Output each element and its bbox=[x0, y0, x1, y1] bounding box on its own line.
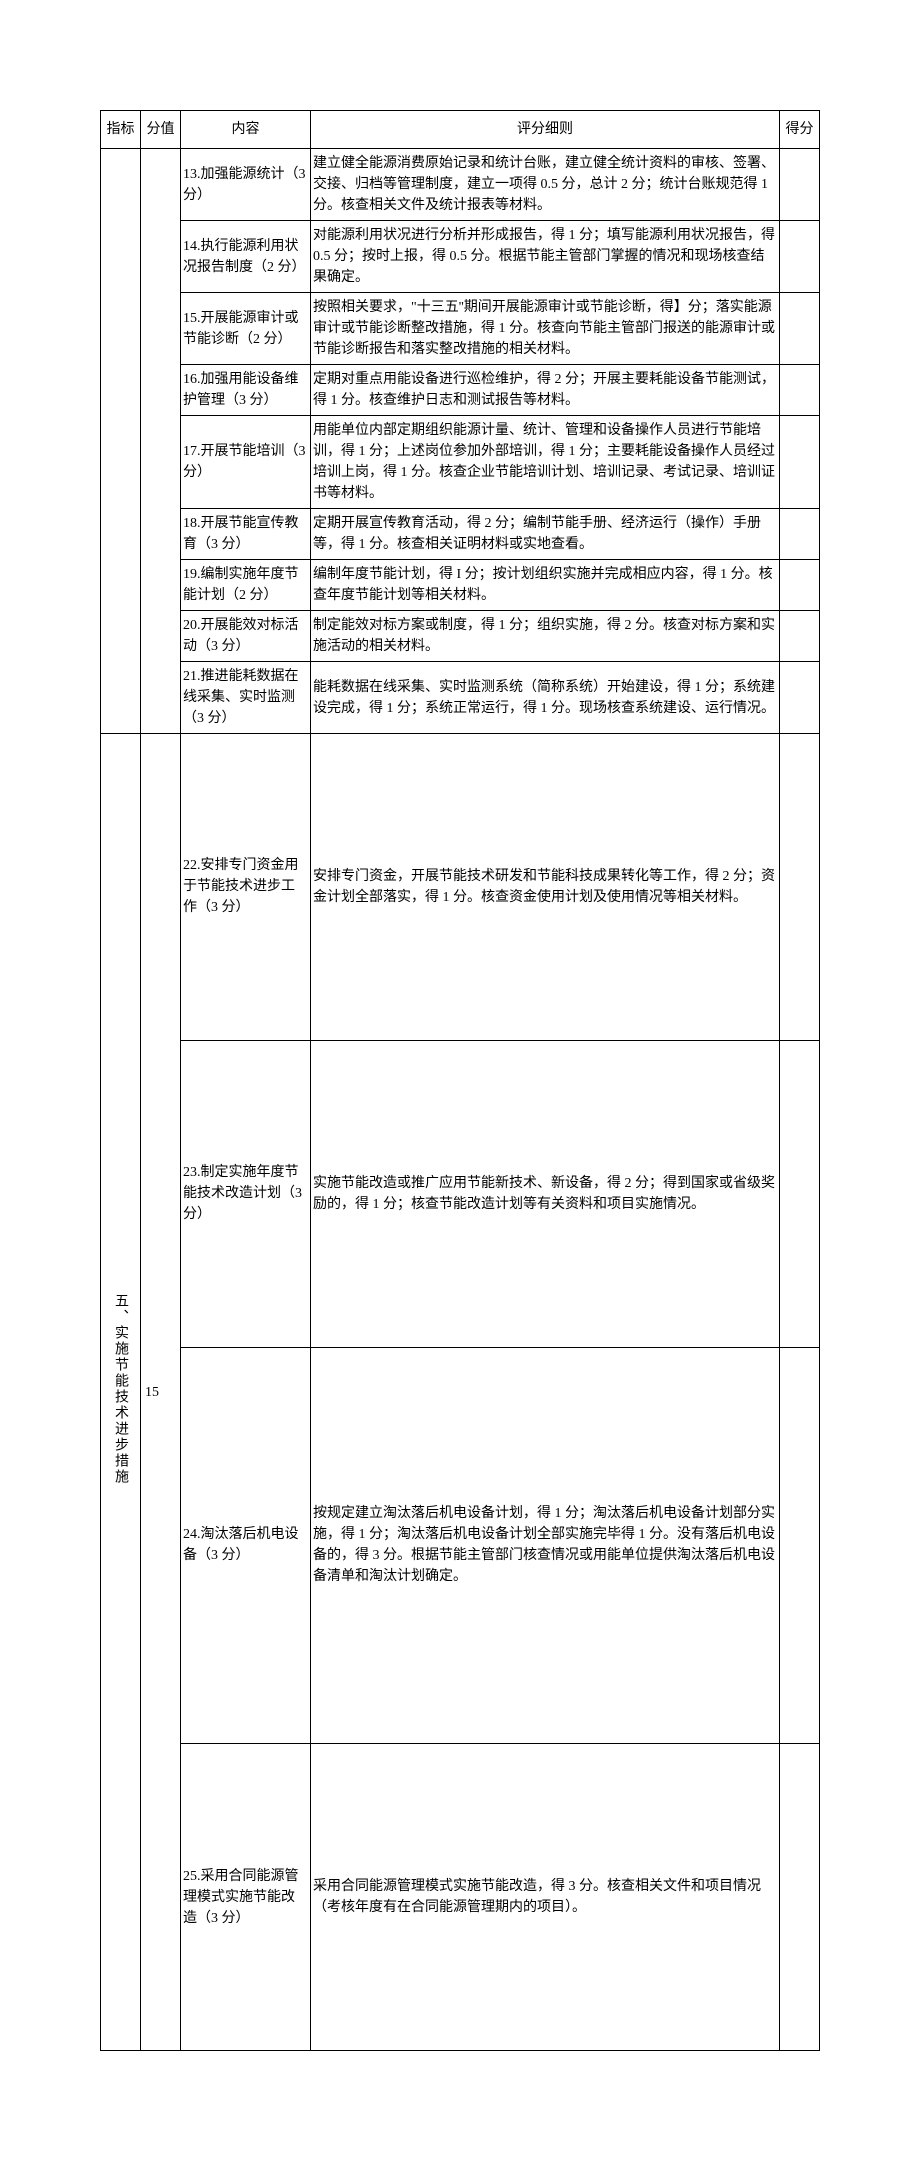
criteria-cell: 采用合同能源管理模式实施节能改造，得 3 分。核查相关文件和项目情况（考核年度有… bbox=[311, 1744, 780, 2051]
content-cell: 21.推进能耗数据在线采集、实时监测（3 分） bbox=[181, 662, 311, 734]
criteria-cell: 安排专门资金，开展节能技术研发和节能科技成果转化等工作，得 2 分；资金计划全部… bbox=[311, 734, 780, 1041]
score-cell bbox=[780, 611, 820, 662]
content-cell: 14.执行能源利用状况报告制度（2 分） bbox=[181, 221, 311, 293]
score-cell bbox=[780, 365, 820, 416]
table-row: 21.推进能耗数据在线采集、实时监测（3 分） 能耗数据在线采集、实时监测系统（… bbox=[101, 662, 820, 734]
content-cell: 19.编制实施年度节能计划（2 分） bbox=[181, 560, 311, 611]
content-cell: 18.开展节能宣传教育（3 分） bbox=[181, 509, 311, 560]
table-row: 15.开展能源审计或节能诊断（2 分） 按照相关要求，"十三五''期间开展能源审… bbox=[101, 293, 820, 365]
header-score: 得分 bbox=[780, 111, 820, 149]
header-score-value: 分值 bbox=[141, 111, 181, 149]
table-row: 24.淘汰落后机电设备（3 分） 按规定建立淘汰落后机电设备计划，得 1 分；淘… bbox=[101, 1347, 820, 1743]
table-row: 五、实施节能技术进步措施 15 22.安排专门资金用于节能技术进步工作（3 分）… bbox=[101, 734, 820, 1041]
score-value-cell: 15 bbox=[141, 734, 181, 2051]
content-cell: 22.安排专门资金用于节能技术进步工作（3 分） bbox=[181, 734, 311, 1041]
indicator-text: 五、实施节能技术进步措施 bbox=[110, 738, 131, 2039]
score-cell bbox=[780, 149, 820, 221]
score-cell bbox=[780, 1347, 820, 1743]
score-value-cell-continuation bbox=[141, 149, 181, 734]
criteria-cell: 制定能效对标方案或制度，得 1 分；组织实施，得 2 分。核查对标方案和实施活动… bbox=[311, 611, 780, 662]
table-row: 19.编制实施年度节能计划（2 分） 编制年度节能计划，得 I 分；按计划组织实… bbox=[101, 560, 820, 611]
table-row: 25.采用合同能源管理模式实施节能改造（3 分） 采用合同能源管理模式实施节能改… bbox=[101, 1744, 820, 2051]
score-cell bbox=[780, 293, 820, 365]
content-cell: 24.淘汰落后机电设备（3 分） bbox=[181, 1347, 311, 1743]
criteria-cell: 按规定建立淘汰落后机电设备计划，得 1 分；淘汰落后机电设备计划部分实施，得 1… bbox=[311, 1347, 780, 1743]
content-cell: 15.开展能源审计或节能诊断（2 分） bbox=[181, 293, 311, 365]
indicator-cell: 五、实施节能技术进步措施 bbox=[101, 734, 141, 2051]
indicator-cell-continuation bbox=[101, 149, 141, 734]
score-cell bbox=[780, 416, 820, 509]
table-row: 13.加强能源统计（3分） 建立健全能源消费原始记录和统计台账，建立健全统计资料… bbox=[101, 149, 820, 221]
header-criteria: 评分细则 bbox=[311, 111, 780, 149]
content-cell: 17.开展节能培训（3分） bbox=[181, 416, 311, 509]
table-row: 16.加强用能设备维护管理（3 分） 定期对重点用能设备进行巡检维护，得 2 分… bbox=[101, 365, 820, 416]
score-cell bbox=[780, 509, 820, 560]
score-cell bbox=[780, 734, 820, 1041]
score-cell bbox=[780, 1744, 820, 2051]
evaluation-table: 指标 分值 内容 评分细则 得分 13.加强能源统计（3分） 建立健全能源消费原… bbox=[100, 110, 820, 2051]
criteria-cell: 能耗数据在线采集、实时监测系统（简称系统）开始建设，得 1 分；系统建设完成，得… bbox=[311, 662, 780, 734]
table-row: 17.开展节能培训（3分） 用能单位内部定期组织能源计量、统计、管理和设备操作人… bbox=[101, 416, 820, 509]
criteria-cell: 定期开展宣传教育活动，得 2 分；编制节能手册、经济运行（操作）手册等，得 1 … bbox=[311, 509, 780, 560]
table-row: 14.执行能源利用状况报告制度（2 分） 对能源利用状况进行分析并形成报告，得 … bbox=[101, 221, 820, 293]
score-cell bbox=[780, 221, 820, 293]
criteria-cell: 建立健全能源消费原始记录和统计台账，建立健全统计资料的审核、签署、交接、归档等管… bbox=[311, 149, 780, 221]
table-row: 23.制定实施年度节能技术改造计划（3分） 实施节能改造或推广应用节能新技术、新… bbox=[101, 1040, 820, 1347]
content-cell: 13.加强能源统计（3分） bbox=[181, 149, 311, 221]
criteria-cell: 按照相关要求，"十三五''期间开展能源审计或节能诊断，得】分；落实能源审计或节能… bbox=[311, 293, 780, 365]
criteria-cell: 实施节能改造或推广应用节能新技术、新设备，得 2 分；得到国家或省级奖励的，得 … bbox=[311, 1040, 780, 1347]
table-header-row: 指标 分值 内容 评分细则 得分 bbox=[101, 111, 820, 149]
criteria-cell: 用能单位内部定期组织能源计量、统计、管理和设备操作人员进行节能培训，得 1 分；… bbox=[311, 416, 780, 509]
header-content: 内容 bbox=[181, 111, 311, 149]
table-row: 18.开展节能宣传教育（3 分） 定期开展宣传教育活动，得 2 分；编制节能手册… bbox=[101, 509, 820, 560]
score-cell bbox=[780, 1040, 820, 1347]
criteria-cell: 编制年度节能计划，得 I 分；按计划组织实施并完成相应内容，得 1 分。核查年度… bbox=[311, 560, 780, 611]
score-cell bbox=[780, 560, 820, 611]
criteria-cell: 定期对重点用能设备进行巡检维护，得 2 分；开展主要耗能设备节能测试，得 1 分… bbox=[311, 365, 780, 416]
content-cell: 25.采用合同能源管理模式实施节能改造（3 分） bbox=[181, 1744, 311, 2051]
content-cell: 23.制定实施年度节能技术改造计划（3分） bbox=[181, 1040, 311, 1347]
content-cell: 16.加强用能设备维护管理（3 分） bbox=[181, 365, 311, 416]
content-cell: 20.开展能效对标活动（3 分） bbox=[181, 611, 311, 662]
score-cell bbox=[780, 662, 820, 734]
table-row: 20.开展能效对标活动（3 分） 制定能效对标方案或制度，得 1 分；组织实施，… bbox=[101, 611, 820, 662]
criteria-cell: 对能源利用状况进行分析并形成报告，得 1 分；填写能源利用状况报告，得 0.5 … bbox=[311, 221, 780, 293]
header-indicator: 指标 bbox=[101, 111, 141, 149]
